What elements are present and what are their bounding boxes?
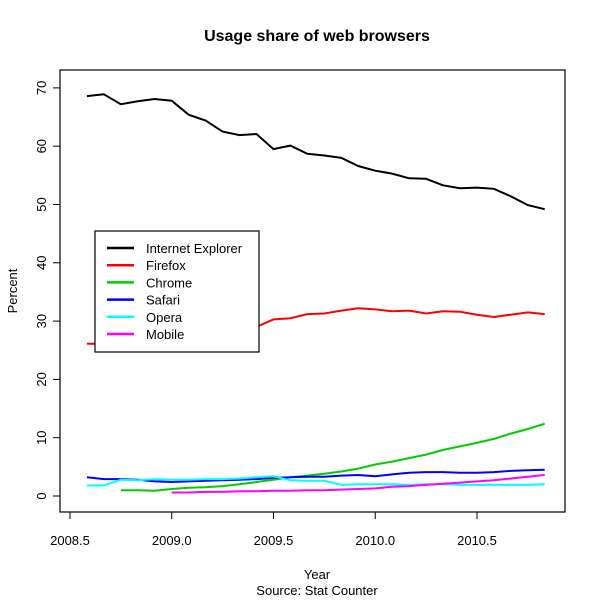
chart-source: Source: Stat Counter [256,583,378,598]
series-line-safari [86,468,545,484]
legend-label: Internet Explorer [146,241,243,256]
y-tick-label: 60 [34,139,49,153]
y-tick-label: 30 [34,314,49,328]
y-axis-label: Percent [5,268,20,313]
series-line-chrome [120,422,545,492]
y-tick-label: 40 [34,256,49,270]
x-tick-label: 2009.0 [152,533,192,548]
legend-label: Safari [146,293,180,308]
y-tick-label: 50 [34,197,49,211]
y-tick-label: 70 [34,81,49,95]
x-tick-label: 2010.5 [457,533,497,548]
y-tick-label: 10 [34,430,49,444]
chart-title: Usage share of web browsers [204,28,430,45]
x-axis-label: Year [304,567,331,582]
series-line-mobile [171,474,545,494]
y-tick-label: 20 [34,372,49,386]
legend-box [94,230,260,353]
legend-label: Mobile [146,327,184,342]
x-tick-label: 2010.0 [355,533,395,548]
series-line-internet-explorer [86,93,545,211]
legend-label: Chrome [146,275,192,290]
y-tick-label: 0 [34,492,49,499]
legend-label: Opera [146,310,183,325]
x-tick-label: 2009.5 [254,533,294,548]
legend: Internet Explorer Firefox Chrome Safari Oper… [94,230,260,353]
legend-label: Firefox [146,258,186,273]
series-line-opera [86,475,545,487]
x-tick-label: 2008.5 [50,533,90,548]
